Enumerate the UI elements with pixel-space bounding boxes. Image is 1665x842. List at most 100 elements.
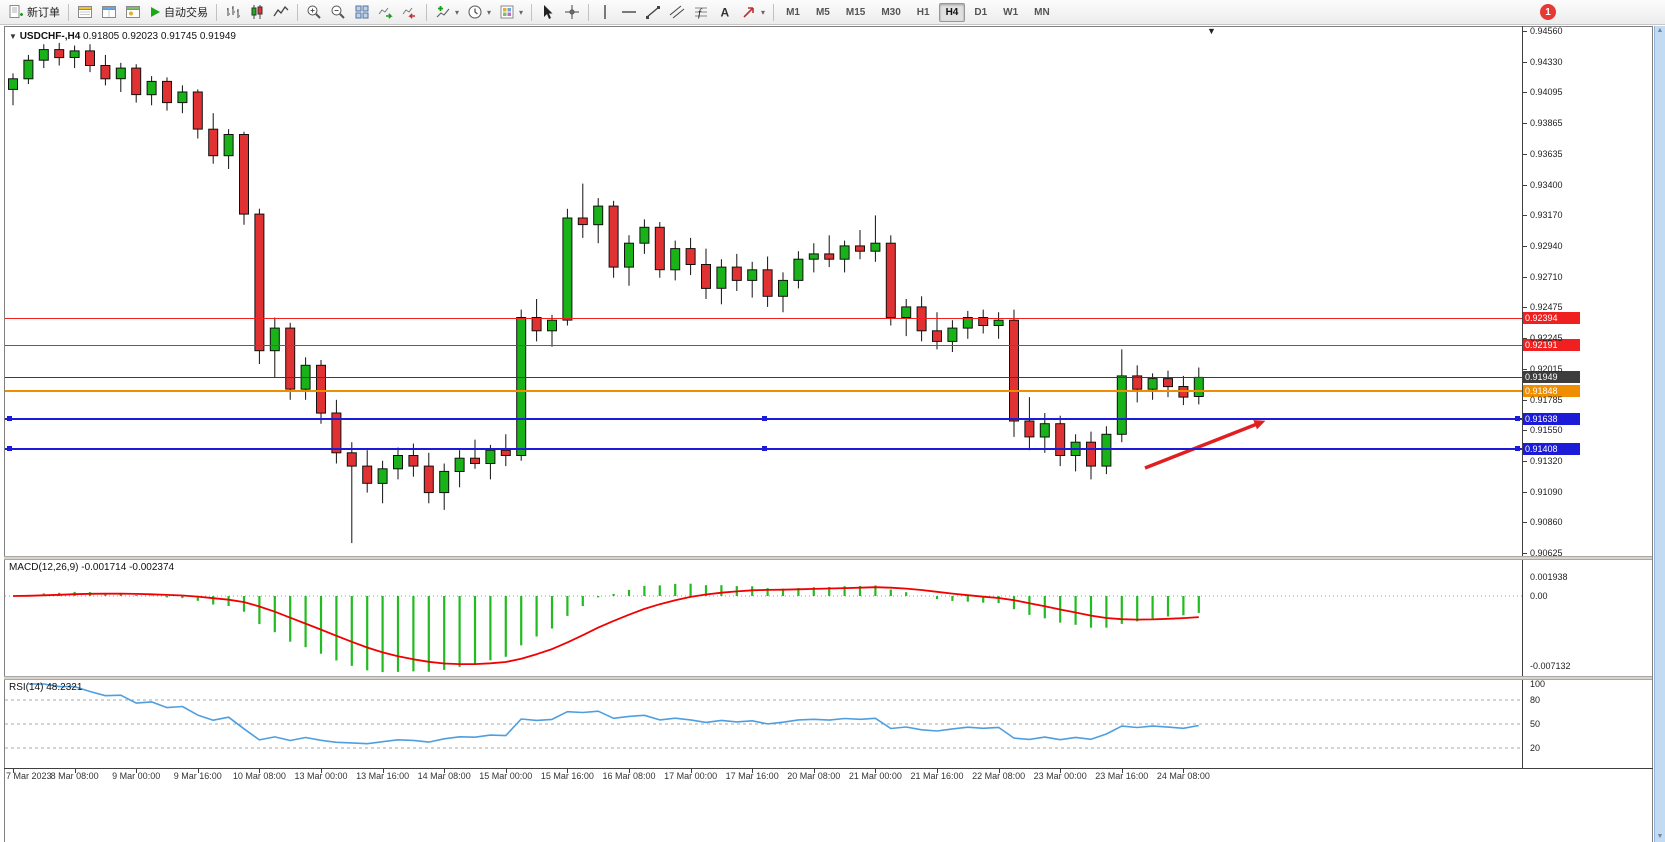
line-handle[interactable] bbox=[1515, 446, 1520, 452]
notification-badge[interactable]: 1 bbox=[1540, 4, 1556, 20]
resistance-line[interactable] bbox=[5, 317, 1522, 319]
line-handle[interactable] bbox=[1515, 415, 1520, 421]
timeframe-button-h1[interactable]: H1 bbox=[916, 6, 930, 18]
chart-bars-button[interactable] bbox=[221, 1, 245, 24]
navigator-icon bbox=[126, 6, 140, 18]
support-line[interactable] bbox=[5, 446, 1522, 452]
horizontal-line-tool-button[interactable] bbox=[617, 1, 641, 24]
trend-arrow-annotation[interactable] bbox=[1144, 420, 1266, 470]
line-handle[interactable] bbox=[7, 446, 12, 452]
periods-button[interactable]: ▾ bbox=[463, 1, 495, 24]
time-tickmark bbox=[629, 769, 630, 773]
time-tickmark bbox=[505, 769, 507, 773]
indicators-button[interactable]: ▾ bbox=[431, 1, 463, 24]
price-scale[interactable]: 0.92394 0.92191 0.91949 0.91848 0.91638 0.914… bbox=[1523, 26, 1653, 769]
toolbar-separator bbox=[426, 3, 427, 21]
trendline-tool-button[interactable] bbox=[641, 1, 665, 24]
price-tick-label: 0.93865 bbox=[1530, 118, 1563, 129]
price-tick-label: 0.93170 bbox=[1530, 210, 1563, 221]
price-tickmark bbox=[1523, 338, 1527, 340]
price-label-0.91848: 0.91848 bbox=[1523, 384, 1580, 397]
timeframe-button-m1[interactable]: M1 bbox=[786, 6, 800, 18]
main-chart-canvas[interactable] bbox=[5, 27, 1522, 556]
time-axis-label: 20 Mar 08:00 bbox=[787, 771, 841, 781]
cursor-icon bbox=[544, 5, 553, 19]
data-window-button[interactable] bbox=[97, 1, 121, 24]
chart-line-button[interactable] bbox=[269, 1, 293, 24]
tile-windows-icon bbox=[355, 5, 369, 19]
time-axis-label: 13 Mar 16:00 bbox=[356, 771, 410, 781]
auto-trading-button[interactable]: 自动交易 bbox=[145, 1, 212, 24]
new-order-button[interactable]: 新订单 bbox=[4, 1, 64, 24]
symbol-info: ▼ USDCHF-,H4 0.91805 0.92023 0.91745 0.9… bbox=[9, 31, 236, 42]
line-handle[interactable] bbox=[7, 415, 12, 421]
timeframe-button-w1[interactable]: W1 bbox=[1003, 6, 1019, 18]
rsi-scale-label: 100 bbox=[1530, 679, 1546, 689]
timeframe-button-h4[interactable]: H4 bbox=[938, 2, 966, 22]
line-handle[interactable] bbox=[761, 446, 767, 452]
auto-scroll-button[interactable] bbox=[374, 1, 398, 24]
macd-scale-label: 0.00 bbox=[1530, 591, 1548, 601]
timeframe-button-d1[interactable]: D1 bbox=[974, 6, 988, 18]
time-tickmark bbox=[321, 769, 322, 773]
rsi-scale-label: 20 bbox=[1530, 743, 1541, 753]
templates-button[interactable]: ▾ bbox=[495, 1, 527, 24]
macd-values: -0.001714 -0.002374 bbox=[81, 562, 175, 573]
market-watch-button[interactable] bbox=[73, 1, 97, 24]
chart-shift-marker[interactable]: ▼ bbox=[1207, 26, 1216, 36]
timeframe-button-m15[interactable]: M15 bbox=[845, 6, 866, 18]
templates-icon bbox=[500, 5, 514, 19]
rsi-title: RSI(14) bbox=[9, 682, 44, 693]
time-tickmark bbox=[752, 769, 754, 773]
rsi-scale-label: 80 bbox=[1530, 695, 1541, 705]
zoom-in-button[interactable] bbox=[302, 1, 326, 24]
time-tickmark bbox=[813, 769, 815, 773]
time-axis-label: 7 Mar 2023 bbox=[6, 771, 52, 781]
time-axis-label: 21 Mar 16:00 bbox=[910, 771, 964, 781]
vertical-line-tool-button[interactable] bbox=[593, 1, 617, 24]
current-price-line[interactable] bbox=[5, 376, 1522, 378]
price-tick-label: 0.92710 bbox=[1530, 271, 1563, 282]
fibonacci-tool-button[interactable]: f bbox=[689, 1, 713, 24]
price-tick-label: 0.92245 bbox=[1530, 333, 1563, 344]
rsi-panel-splitter[interactable] bbox=[4, 676, 1652, 680]
time-axis-label: 10 Mar 08:00 bbox=[232, 771, 286, 781]
channel-tool-button[interactable] bbox=[665, 1, 689, 24]
support-line[interactable] bbox=[5, 415, 1522, 421]
new-order-label: 新订单 bbox=[27, 7, 60, 19]
time-axis-ticks bbox=[5, 769, 1522, 773]
cursor-button[interactable] bbox=[536, 1, 560, 24]
timeframe-button-m5[interactable]: M5 bbox=[815, 6, 830, 18]
symbol-dropdown-icon[interactable]: ▼ bbox=[9, 32, 17, 41]
resistance-line[interactable] bbox=[5, 344, 1522, 346]
line-handle[interactable] bbox=[761, 415, 767, 421]
timeframe-button-mn[interactable]: MN bbox=[1034, 6, 1050, 18]
macd-panel-splitter[interactable] bbox=[4, 556, 1652, 560]
navigator-button[interactable] bbox=[121, 1, 145, 24]
time-axis[interactable]: 7 Mar 2023 8 Mar 08:00 9 Mar 00:00 9 Mar 16… bbox=[5, 771, 1522, 784]
macd-scale-label: 0.001938 bbox=[1530, 572, 1568, 582]
time-tickmark bbox=[690, 769, 692, 773]
trendline-icon bbox=[646, 6, 661, 19]
text-tool-button[interactable]: A bbox=[713, 1, 737, 24]
price-label-0.91638: 0.91638 bbox=[1523, 412, 1580, 425]
zoom-out-button[interactable] bbox=[326, 1, 350, 24]
toolbar-separator bbox=[68, 3, 69, 21]
crosshair-button[interactable] bbox=[560, 1, 584, 24]
periods-clock-icon bbox=[468, 5, 482, 19]
chart-shift-button[interactable] bbox=[398, 1, 422, 24]
price-tickmark bbox=[1523, 245, 1527, 247]
price-tickmark bbox=[1523, 92, 1527, 94]
price-tickmark bbox=[1523, 215, 1527, 217]
vertical-scrollbar[interactable]: ▲ ▼ bbox=[1654, 26, 1665, 842]
price-tick-label: 0.93635 bbox=[1530, 148, 1563, 159]
timeframe-button-m30[interactable]: M30 bbox=[881, 6, 901, 18]
chart-candles-button[interactable] bbox=[245, 1, 269, 24]
arrows-tool-button[interactable]: ▾ bbox=[737, 1, 769, 24]
rsi-scale-label: 50 bbox=[1530, 719, 1541, 729]
tile-windows-button[interactable] bbox=[350, 1, 374, 24]
scrollbar-up-icon[interactable]: ▲ bbox=[1656, 27, 1664, 34]
toolbar-separator bbox=[216, 3, 217, 21]
scrollbar-down-icon[interactable]: ▼ bbox=[1656, 833, 1664, 840]
level-line[interactable] bbox=[5, 389, 1522, 392]
